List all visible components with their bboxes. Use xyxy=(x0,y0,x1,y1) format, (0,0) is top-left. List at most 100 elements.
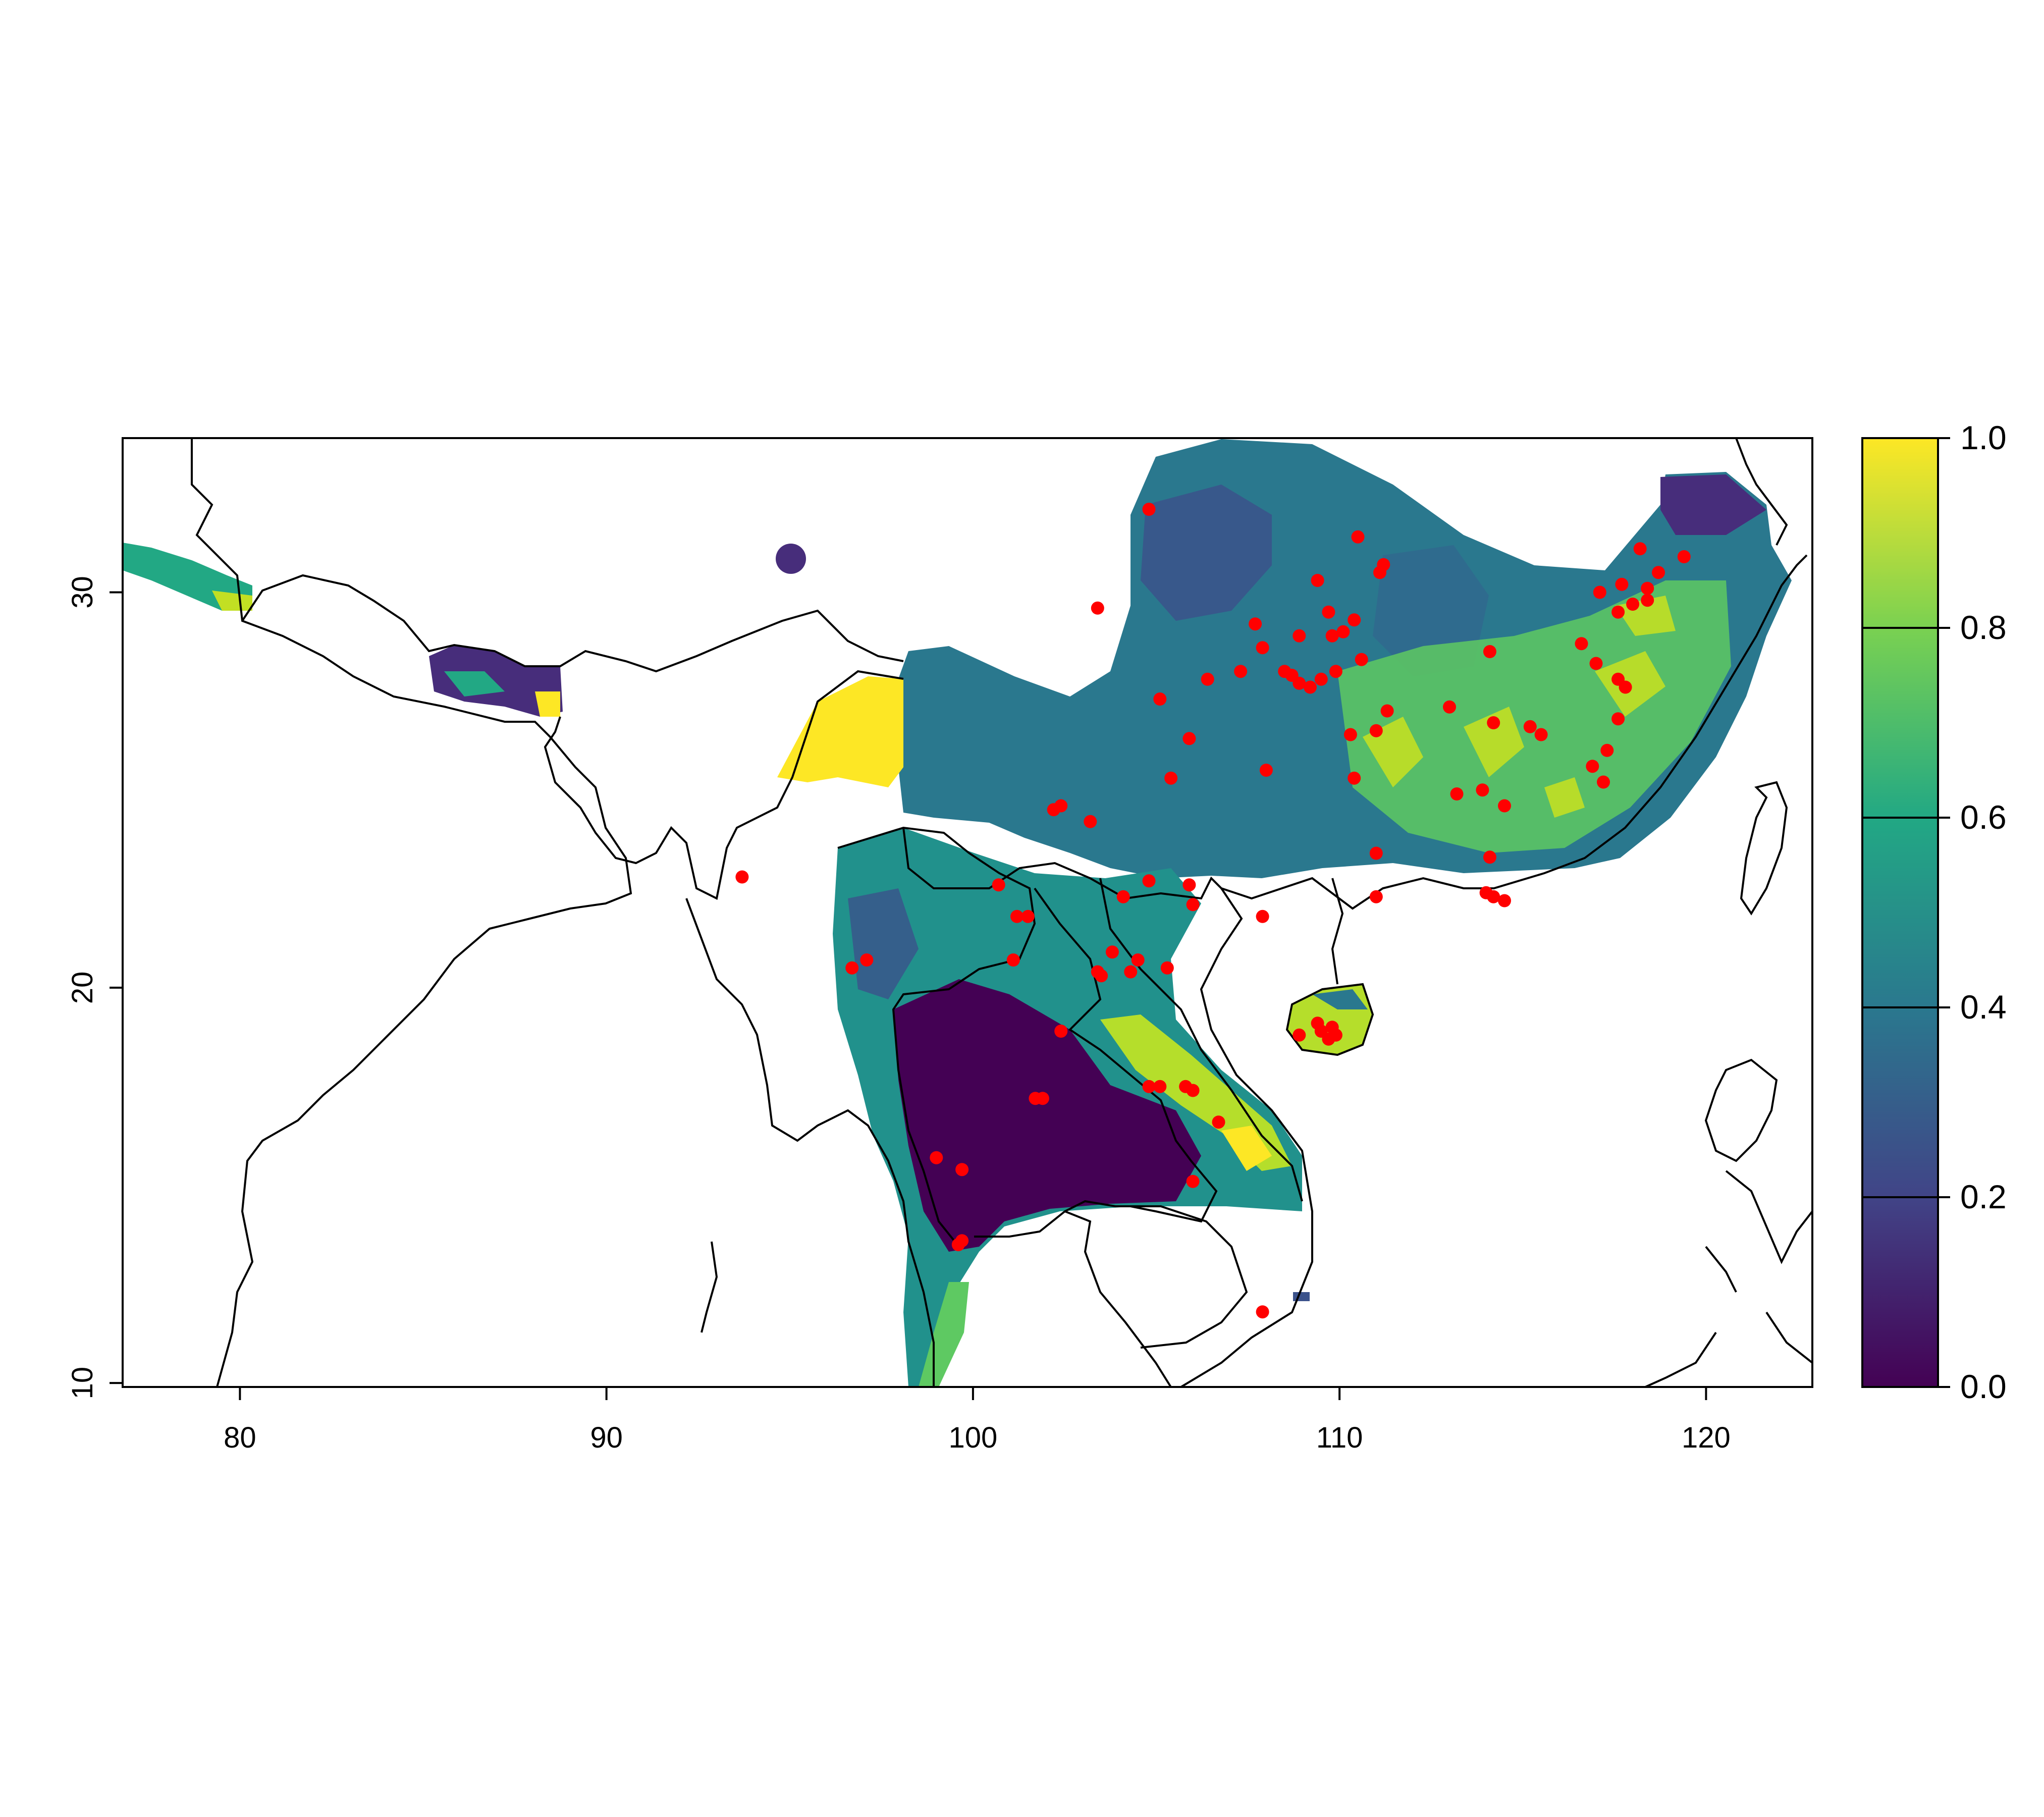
x-tick-label: 120 xyxy=(1682,1421,1731,1454)
occurrence-point xyxy=(1450,787,1464,800)
colorbar-gradient xyxy=(1861,437,1939,1388)
y-tick-label: 10 xyxy=(66,1367,99,1400)
raster-nepal-mid xyxy=(444,671,505,697)
occurrence-point xyxy=(1351,530,1365,544)
occurrence-point xyxy=(1153,692,1167,706)
colorbar-tick-label: 1.0 xyxy=(1960,419,2007,456)
occurrence-point xyxy=(1343,728,1357,741)
border-myanmar-thailand xyxy=(837,826,1036,1248)
occurrence-point xyxy=(1652,566,1665,579)
coastline-vietnam xyxy=(1180,887,1313,1387)
colorbar-ticks: 0.0 0.2 0.4 0.6 0.8 1.0 xyxy=(1862,419,2007,1405)
occurrence-point xyxy=(860,953,874,967)
occurrence-point xyxy=(930,1151,943,1164)
occurrence-point xyxy=(1256,1305,1269,1319)
raster-himalaya-west-high xyxy=(212,591,252,611)
occurrence-point xyxy=(1498,799,1511,813)
occurrence-point xyxy=(1498,894,1511,907)
occurrence-point xyxy=(1304,680,1317,694)
border-nepal-china xyxy=(241,574,904,673)
occurrence-point xyxy=(1487,716,1500,729)
colorbar-tick-label: 0.4 xyxy=(1960,988,2007,1026)
occurrence-point xyxy=(1483,645,1496,658)
occurrence-point xyxy=(1006,953,1020,967)
occurrence-point xyxy=(1256,641,1269,655)
occurrence-point xyxy=(1314,672,1328,686)
occurrence-point xyxy=(1373,566,1386,579)
raster-southeast-peaks xyxy=(1363,596,1676,818)
colorbar-tick-label: 0.2 xyxy=(1960,1178,2007,1215)
y-tick-label: 20 xyxy=(66,972,99,1004)
occurrence-point xyxy=(1186,898,1200,912)
occurrence-point xyxy=(1586,760,1599,773)
occurrence-point xyxy=(1575,637,1588,651)
occurrence-point xyxy=(1348,771,1361,785)
occurrence-point xyxy=(1325,629,1339,643)
occurrence-point xyxy=(1369,724,1383,737)
occurrence-point xyxy=(1641,581,1654,595)
occurrence-point xyxy=(1259,764,1273,777)
occurrence-point xyxy=(1164,771,1178,785)
occurrence-point xyxy=(1336,625,1350,638)
occurrence-point xyxy=(1322,605,1335,619)
occurrence-point xyxy=(1029,1092,1042,1105)
coastline-north-china xyxy=(1735,438,1788,546)
occurrence-point xyxy=(1142,874,1156,888)
occurrence-point xyxy=(1611,712,1625,726)
occurrence-point xyxy=(1355,653,1368,666)
occurrence-point xyxy=(1105,945,1119,959)
x-tick-label: 90 xyxy=(590,1421,623,1454)
occurrence-point xyxy=(1476,783,1489,797)
colorbar-tick-label: 0.6 xyxy=(1960,798,2007,836)
occurrence-point xyxy=(1116,890,1130,903)
occurrence-point xyxy=(992,878,1005,892)
x-tick-label: 110 xyxy=(1316,1421,1363,1454)
occurrence-point xyxy=(1633,542,1647,556)
occurrence-point xyxy=(1483,850,1496,864)
border-bangladesh-myanmar xyxy=(544,670,904,900)
occurrence-point xyxy=(735,870,749,884)
coastline-south-china xyxy=(1221,554,1808,910)
x-tick-label: 100 xyxy=(949,1421,998,1454)
occurrence-point xyxy=(1142,503,1156,516)
occurrence-point xyxy=(951,1238,965,1251)
raster-basin-low xyxy=(1141,485,1272,621)
occurrence-point xyxy=(1186,1174,1200,1188)
colorbar-tick-label: 0.8 xyxy=(1960,609,2007,646)
occurrence-point xyxy=(1626,598,1640,611)
occurrence-point xyxy=(1311,574,1324,587)
raster-small-island xyxy=(1293,1292,1310,1301)
occurrence-point xyxy=(1010,910,1024,923)
occurrence-point xyxy=(1593,585,1606,599)
coastline-gulf-thailand xyxy=(974,1210,1172,1387)
occurrence-points xyxy=(735,503,1691,1319)
y-axis: 10 20 30 xyxy=(66,576,124,1400)
occurrence-point xyxy=(1234,665,1248,678)
occurrence-point xyxy=(1523,720,1537,733)
occurrence-point xyxy=(1369,846,1383,860)
occurrence-point xyxy=(1186,1084,1200,1097)
raster-nepal xyxy=(429,645,563,717)
raster-annamite-peak xyxy=(1221,1126,1272,1171)
occurrence-point xyxy=(1054,1025,1068,1038)
raster-yunnan-high xyxy=(777,676,903,787)
coastline-india xyxy=(191,438,632,1387)
boundaries xyxy=(191,438,1812,1387)
occurrence-point xyxy=(1095,969,1108,983)
occurrence-point xyxy=(1597,775,1610,789)
occurrence-point xyxy=(1293,1028,1306,1042)
occurrence-point xyxy=(1153,1080,1167,1093)
occurrence-point xyxy=(1611,605,1625,619)
occurrence-point xyxy=(1348,613,1361,627)
occurrence-point xyxy=(1600,743,1614,757)
occurrence-point xyxy=(1311,1017,1324,1030)
raster-hainan-low xyxy=(1312,989,1368,1009)
occurrence-point xyxy=(1182,732,1196,745)
occurrence-point xyxy=(1589,657,1603,670)
raster-thailand-low xyxy=(893,979,1201,1252)
map-panel xyxy=(123,438,1812,1387)
occurrence-point xyxy=(1615,577,1629,591)
occurrence-point xyxy=(1054,799,1068,813)
coastline-philippines xyxy=(1645,1058,1812,1387)
